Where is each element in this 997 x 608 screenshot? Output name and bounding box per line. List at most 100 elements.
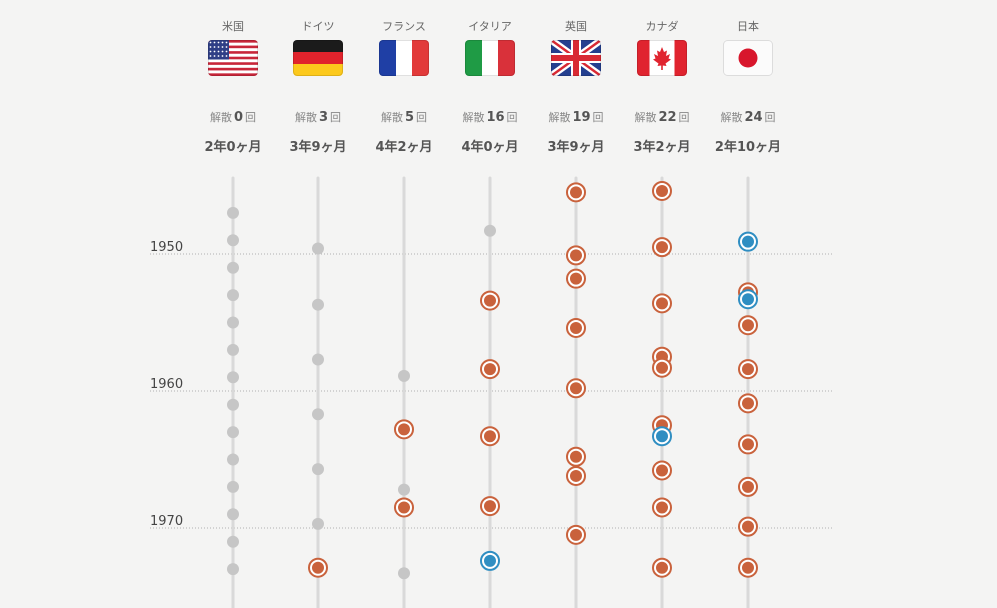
term-end-point	[227, 289, 239, 302]
dissolution-point	[566, 465, 586, 486]
term-end-point	[398, 567, 410, 580]
dissolution-point	[566, 317, 586, 338]
term-end-point	[398, 369, 410, 382]
country-name: カナダ	[646, 19, 679, 33]
average-term: 2年10ヶ月	[715, 139, 781, 155]
italy-flag	[465, 40, 515, 76]
dissolution-suffix: 回	[245, 111, 256, 124]
term-end-point	[312, 408, 324, 421]
dissolution-count: 0	[234, 110, 243, 125]
dissolution-suffix: 回	[593, 111, 604, 124]
dissolution-count-label: 解散 19 回	[548, 110, 603, 125]
dissolution-suffix: 回	[507, 111, 518, 124]
dissolution-count-label: 解散 22 回	[634, 110, 689, 125]
dissolution-point	[394, 497, 414, 518]
dissolution-point	[566, 446, 586, 467]
dissolution-point	[738, 434, 758, 455]
germany-flag	[293, 40, 343, 76]
dissolution-prefix: 解散	[548, 110, 570, 124]
uk-flag	[551, 40, 601, 76]
dissolution-prefix: 解散	[210, 110, 232, 124]
dissolution-point	[566, 378, 586, 399]
term-end-point	[227, 426, 239, 439]
dissolution-point	[566, 524, 586, 545]
term-end-point	[227, 206, 239, 219]
dissolution-point	[738, 476, 758, 497]
term-end-point	[312, 463, 324, 476]
dissolution-alt-point	[652, 426, 672, 447]
dissolution-count-label: 解散 3 回	[295, 110, 341, 125]
country-name: 日本	[737, 19, 759, 33]
dissolution-count: 19	[572, 110, 590, 125]
dissolution-count-label: 解散 0 回	[210, 110, 256, 125]
term-end-point	[312, 298, 324, 311]
dissolution-prefix: 解散	[381, 110, 403, 124]
dissolution-suffix: 回	[765, 111, 776, 124]
term-end-point	[312, 517, 324, 530]
term-end-point	[227, 508, 239, 521]
term-end-point	[227, 398, 239, 411]
dissolution-count-label: 解散 5 回	[381, 110, 427, 125]
dissolution-suffix: 回	[330, 111, 341, 124]
term-end-point	[227, 316, 239, 329]
year-label-1950: 1950	[150, 240, 183, 255]
term-end-point	[227, 343, 239, 356]
term-end-point	[227, 234, 239, 247]
dissolution-prefix: 解散	[295, 110, 317, 124]
country-name: イタリア	[468, 20, 512, 33]
dissolution-point	[652, 460, 672, 481]
term-end-point	[227, 535, 239, 548]
dissolution-count: 16	[486, 110, 504, 125]
country-name: 英国	[565, 19, 587, 33]
term-end-point	[227, 371, 239, 384]
dissolution-point	[566, 245, 586, 266]
average-term: 3年2ヶ月	[633, 139, 690, 155]
dissolution-count-label: 解散 24 回	[720, 110, 775, 125]
dissolution-count-label: 解散 16 回	[462, 110, 517, 125]
year-label-1970: 1970	[150, 514, 183, 529]
canada-flag	[637, 40, 687, 76]
us-flag	[208, 40, 258, 76]
dissolution-prefix: 解散	[634, 110, 656, 124]
dissolution-count: 22	[658, 110, 676, 125]
dissolution-point	[566, 268, 586, 289]
dissolution-alt-point	[480, 550, 500, 571]
dissolution-prefix: 解散	[462, 110, 484, 124]
average-term: 4年0ヶ月	[461, 139, 518, 155]
dissolution-count: 5	[405, 110, 414, 125]
dissolution-prefix: 解散	[720, 110, 742, 124]
dissolution-point	[652, 180, 672, 201]
dissolution-suffix: 回	[416, 111, 427, 124]
term-end-point	[227, 453, 239, 466]
dissolution-point	[652, 557, 672, 578]
country-name: フランス	[382, 20, 426, 33]
average-term: 3年9ヶ月	[289, 139, 346, 155]
average-term: 3年9ヶ月	[547, 139, 604, 155]
dissolution-point	[566, 182, 586, 203]
term-end-point	[312, 242, 324, 255]
dissolution-point	[480, 290, 500, 311]
term-end-point	[227, 563, 239, 576]
france-flag	[379, 40, 429, 76]
dissolution-point	[738, 359, 758, 380]
dissolution-point	[480, 496, 500, 517]
dissolution-point	[738, 393, 758, 414]
japan-flag	[723, 40, 773, 76]
dissolution-point	[652, 357, 672, 378]
country-name: ドイツ	[302, 20, 335, 33]
dissolution-point	[738, 315, 758, 336]
term-end-point	[398, 483, 410, 496]
term-end-point	[312, 353, 324, 366]
dissolution-point	[480, 426, 500, 447]
dissolution-suffix: 回	[679, 111, 690, 124]
dissolution-point	[308, 557, 328, 578]
dissolution-point	[738, 557, 758, 578]
term-end-point	[227, 261, 239, 274]
